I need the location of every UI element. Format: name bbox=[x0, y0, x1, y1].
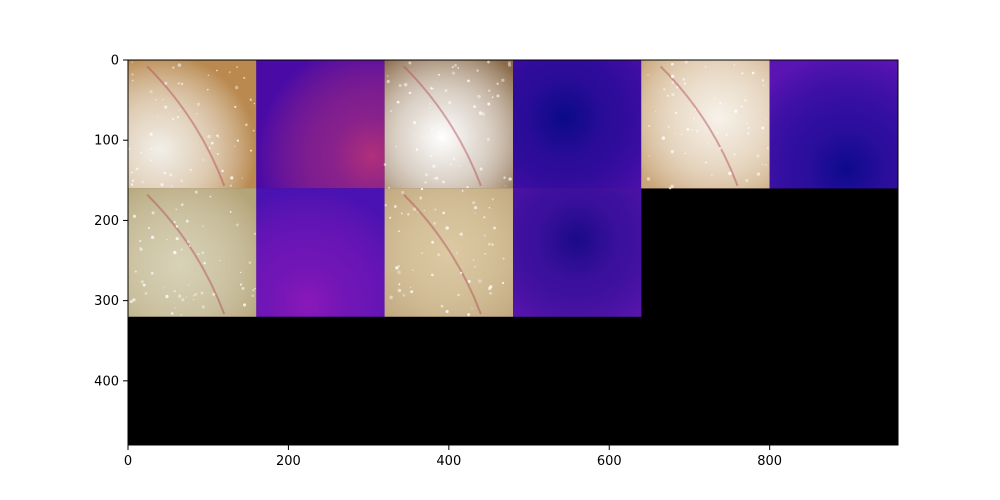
image-tile-r0-c4 bbox=[641, 60, 769, 189]
image-tile-r0-c5 bbox=[770, 60, 898, 188]
x-tick-label: 400 bbox=[436, 454, 461, 469]
image-tile-r1-c2 bbox=[385, 188, 513, 317]
image-tile-r0-c1 bbox=[256, 60, 384, 188]
image-plot-area bbox=[128, 60, 898, 445]
x-axis: 0 200 400 600 800 bbox=[124, 445, 782, 469]
image-tile-r1-c3 bbox=[513, 188, 641, 316]
x-tick-label: 0 bbox=[124, 454, 132, 469]
y-axis: 0 100 200 300 400 bbox=[94, 54, 128, 390]
image-tile-r1-c1 bbox=[256, 188, 384, 316]
y-tick-label: 400 bbox=[94, 374, 119, 389]
image-tile-r0-c2 bbox=[384, 60, 513, 189]
y-tick-label: 300 bbox=[94, 294, 119, 309]
x-tick-label: 600 bbox=[597, 454, 622, 469]
x-tick-label: 200 bbox=[276, 454, 301, 469]
x-tick-label: 800 bbox=[757, 454, 782, 469]
image-tile-r0-c3 bbox=[513, 60, 641, 188]
y-tick-label: 100 bbox=[94, 134, 119, 149]
image-tile-r0-c0 bbox=[128, 60, 256, 188]
y-tick-label: 0 bbox=[111, 54, 119, 69]
image-tile-r1-c0 bbox=[128, 188, 257, 316]
y-tick-label: 200 bbox=[94, 214, 119, 229]
